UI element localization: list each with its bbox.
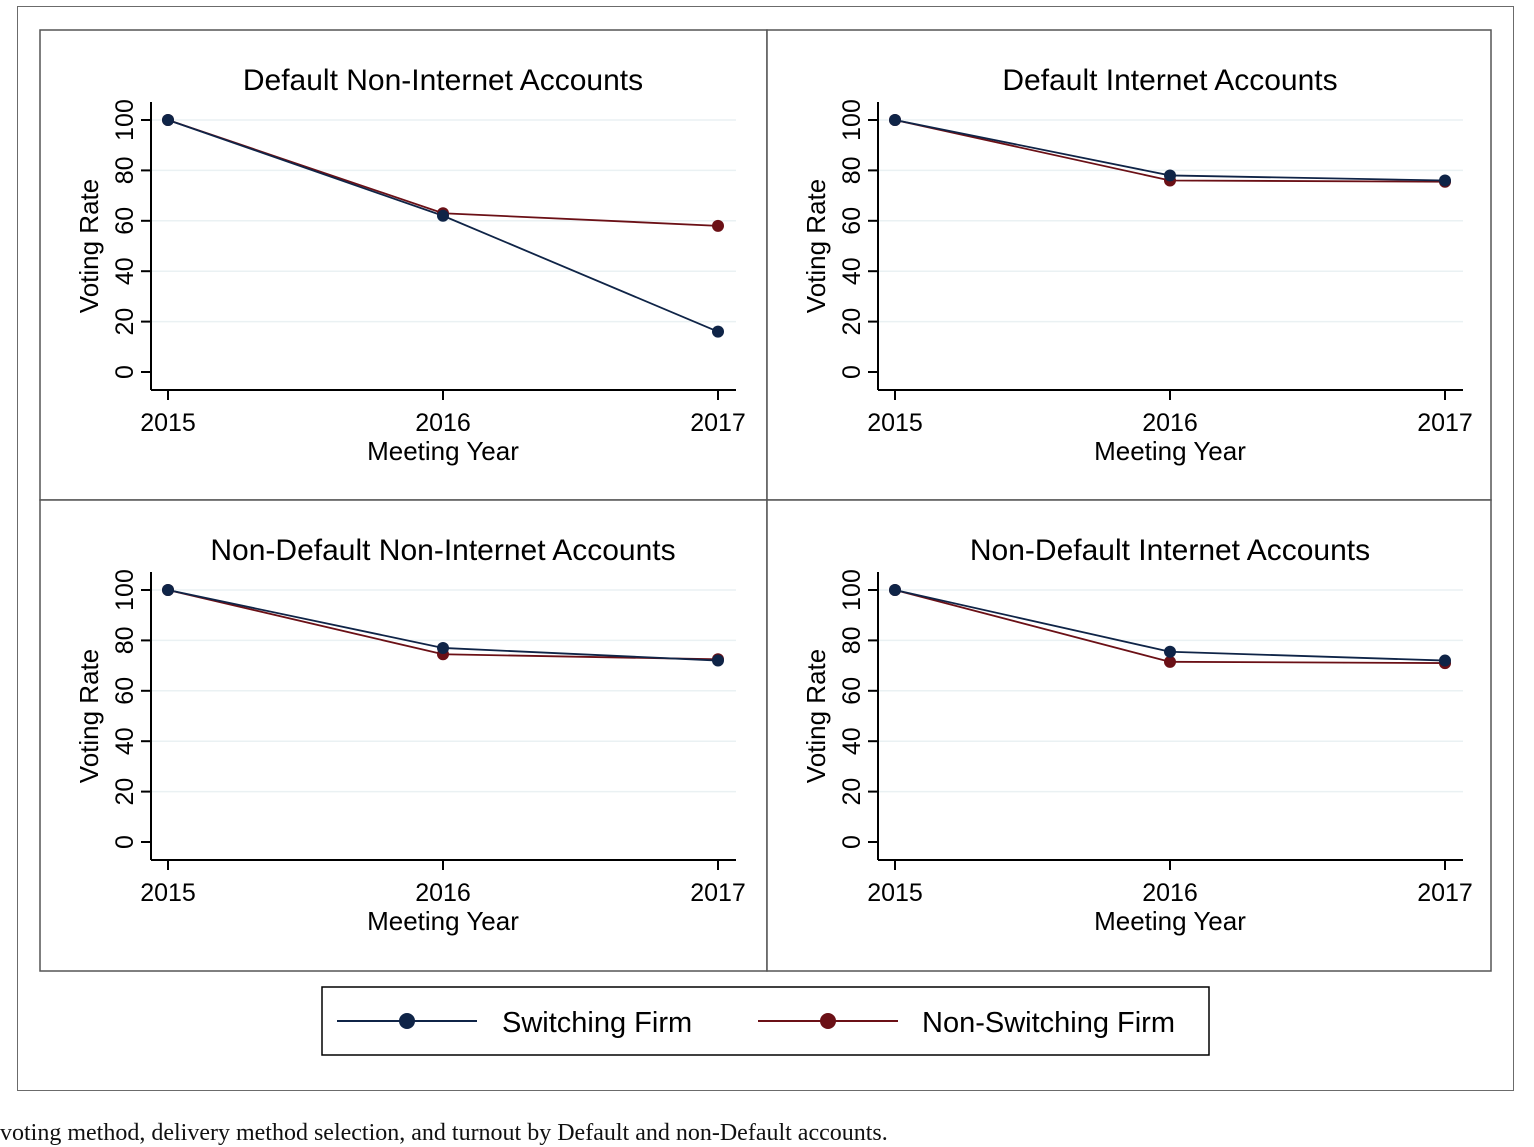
x-tick-label: 2015 (867, 409, 923, 437)
figure-caption: voting method, delivery method selection… (0, 1120, 888, 1146)
x-tick-label: 2016 (1142, 879, 1198, 907)
x-tick-label: 2017 (690, 879, 746, 907)
chart-panel-2: Default Internet Accounts 0 20 40 60 80 100 Vot… (766, 29, 1492, 501)
data-point-switching (1439, 174, 1451, 187)
panel-title: Default Non-Internet Accounts (243, 64, 643, 97)
figure-frame (17, 6, 1514, 1091)
y-tick-label: 0 (838, 835, 866, 849)
legend-label: Non-Switching Firm (922, 1007, 1175, 1039)
x-axis-label: Meeting Year (367, 906, 519, 936)
x-axis-label: Meeting Year (1094, 436, 1246, 466)
y-tick-label: 0 (111, 365, 139, 379)
y-tick-label: 20 (838, 308, 866, 336)
y-tick-label: 20 (111, 778, 139, 806)
x-tick-label: 2017 (1417, 409, 1473, 437)
y-tick-label: 60 (111, 207, 139, 235)
legend: Switching Firm Non-Switching Firm (321, 986, 1210, 1056)
y-tick-label: 60 (838, 207, 866, 235)
y-tick-label: 80 (838, 156, 866, 184)
y-tick-label: 80 (111, 626, 139, 654)
y-tick-label: 80 (838, 626, 866, 654)
y-tick-label: 100 (111, 569, 139, 611)
chart-panel-3: Non-Default Non-Internet Accounts 0 20 40 60… (39, 499, 768, 972)
panel-title: Non-Default Internet Accounts (970, 534, 1370, 567)
y-tick-label: 60 (838, 677, 866, 705)
y-axis-label: Voting Rate (801, 179, 831, 313)
x-tick-label: 2016 (415, 879, 471, 907)
legend-label: Switching Firm (502, 1007, 692, 1039)
y-axis-label: Voting Rate (74, 179, 104, 313)
panel-border (766, 29, 1492, 501)
y-tick-label: 100 (838, 569, 866, 611)
x-axis-label: Meeting Year (1094, 906, 1246, 936)
y-tick-label: 0 (111, 835, 139, 849)
panel-title: Non-Default Non-Internet Accounts (210, 534, 675, 567)
data-point-switching (437, 209, 449, 222)
data-point-non-switching (712, 219, 724, 232)
x-tick-label: 2016 (1142, 409, 1198, 437)
y-tick-label: 20 (838, 778, 866, 806)
x-tick-label: 2015 (140, 409, 196, 437)
y-tick-label: 80 (111, 156, 139, 184)
data-point-switching (1164, 169, 1176, 182)
panel-border (39, 499, 768, 972)
y-tick-label: 0 (838, 365, 866, 379)
y-tick-label: 60 (111, 677, 139, 705)
x-tick-label: 2015 (140, 879, 196, 907)
data-point-switching (162, 584, 174, 596)
panel-border (39, 29, 768, 501)
data-point-non-switching (1164, 655, 1176, 668)
y-tick-label: 20 (111, 308, 139, 336)
data-point-switching (162, 114, 174, 126)
chart-panel-4: Non-Default Internet Accounts 0 20 40 60 80 10… (766, 499, 1492, 972)
panel-title: Default Internet Accounts (1002, 64, 1337, 97)
y-tick-label: 40 (111, 257, 139, 285)
data-point-switching (712, 654, 724, 667)
x-axis-label: Meeting Year (367, 436, 519, 466)
x-tick-label: 2015 (867, 879, 923, 907)
x-tick-label: 2017 (690, 409, 746, 437)
chart-panel-1: Default Non-Internet Accounts 0 20 40 60 80 10… (39, 29, 768, 501)
legend-marker (399, 1013, 415, 1029)
panel-border (766, 499, 1492, 972)
data-point-switching (889, 584, 901, 596)
y-tick-label: 40 (111, 727, 139, 755)
x-tick-label: 2017 (1417, 879, 1473, 907)
data-point-switching (1164, 645, 1176, 658)
data-point-switching (437, 641, 449, 654)
y-tick-label: 40 (838, 257, 866, 285)
y-axis-label: Voting Rate (74, 649, 104, 783)
y-axis-label: Voting Rate (801, 649, 831, 783)
data-point-switching (1439, 654, 1451, 667)
y-tick-label: 40 (838, 727, 866, 755)
y-tick-label: 100 (838, 99, 866, 141)
y-tick-label: 100 (111, 99, 139, 141)
data-point-switching (712, 325, 724, 338)
data-point-switching (889, 114, 901, 126)
x-tick-label: 2016 (415, 409, 471, 437)
legend-marker (820, 1013, 836, 1029)
